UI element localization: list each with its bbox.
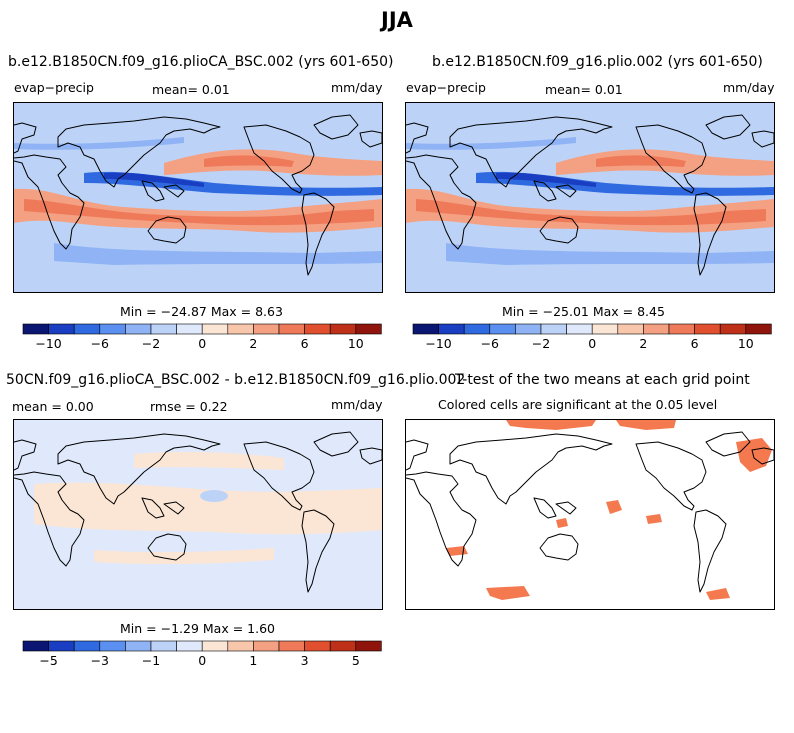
colorbar-box (566, 323, 593, 335)
panel-3-stats: Min = −1.29 Max = 1.60 (120, 621, 275, 636)
colorbar-tick-label: 10 (738, 336, 754, 351)
colorbar-tick-label: −6 (91, 336, 109, 351)
colorbar-box (515, 323, 542, 335)
colorbar-box (643, 323, 670, 335)
colorbar-box (227, 640, 254, 652)
colorbar-box (329, 323, 357, 335)
colorbar-tick-label: 1 (249, 653, 257, 668)
map-graphic (14, 103, 382, 292)
colorbar-tick-label: −6 (481, 336, 499, 351)
figure-title: JJA (381, 8, 413, 32)
colorbar-box (355, 640, 382, 652)
colorbar-tick-label: 6 (301, 336, 309, 351)
panel-4-subtitle: Colored cells are significant at the 0.0… (438, 397, 718, 412)
colorbar-tick-label: 6 (691, 336, 699, 351)
panel-3-title: 50CN.f09_g16.plioCA_BSC.002 - b.e12.B185… (6, 372, 466, 388)
colorbar-tick-label: 0 (198, 336, 206, 351)
colorbar-box (73, 640, 101, 652)
panel-2-colorbar: −10 −6 −2 0 2 6 10 (412, 323, 772, 356)
colorbar-box (150, 323, 177, 335)
colorbar-tick-label: −5 (39, 653, 57, 668)
colorbar-box (355, 323, 382, 335)
colorbar-box (125, 323, 152, 335)
panel-1-mean-label: mean= 0.01 (152, 82, 230, 97)
panel-2-variable-label: evap−precip (406, 80, 486, 95)
colorbar-box (304, 323, 331, 335)
colorbar-tick-label: −2 (142, 336, 160, 351)
panel-3-mean-label: mean = 0.00 (12, 399, 94, 414)
colorbar-box (22, 640, 49, 652)
colorbar-tick-label: 0 (588, 336, 596, 351)
panel-4-title: T-test of the two means at each grid poi… (455, 372, 750, 388)
colorbar-tick-label: −3 (91, 653, 109, 668)
map-graphic (406, 420, 774, 609)
colorbar-box (304, 640, 331, 652)
panel-1-variable-label: evap−precip (14, 80, 94, 95)
colorbar-graphic: −5 −3 −1 0 1 3 5 (22, 640, 382, 668)
panel-1-stats: Min = −24.87 Max = 8.63 (120, 304, 283, 319)
colorbar-graphic: −10 −6 −2 0 2 6 10 (22, 323, 382, 351)
colorbar-box (227, 323, 254, 335)
colorbar-box (253, 323, 280, 335)
colorbar-box (73, 323, 101, 335)
colorbar-box (150, 640, 177, 652)
panel-1-colorbar: −10 −6 −2 0 2 6 10 (22, 323, 382, 356)
colorbar-box (463, 323, 491, 335)
colorbar-tick-label: −10 (35, 336, 61, 351)
colorbar-box (745, 323, 772, 335)
colorbar-box (176, 640, 203, 652)
colorbar-box (540, 323, 567, 335)
panel-2-title: b.e12.B1850CN.f09_g16.plio.002 (yrs 601-… (432, 54, 763, 70)
colorbar-box (278, 323, 305, 335)
colorbar-box (617, 323, 644, 335)
panel-3-rmse-label: rmse = 0.22 (150, 399, 228, 414)
colorbar-box (668, 323, 695, 335)
colorbar-box (489, 323, 516, 335)
panel-1-units-label: mm/day (331, 80, 383, 95)
colorbar-box (719, 323, 747, 335)
panel-4-map (405, 419, 775, 610)
colorbar-box (253, 640, 280, 652)
colorbar-box (176, 323, 203, 335)
colorbar-tick-label: −10 (425, 336, 451, 351)
colorbar-box (22, 323, 49, 335)
colorbar-box (48, 640, 75, 652)
colorbar-box (412, 323, 439, 335)
map-graphic (14, 420, 382, 609)
colorbar-box (99, 323, 126, 335)
colorbar-box (99, 640, 126, 652)
colorbar-tick-label: 2 (249, 336, 257, 351)
colorbar-tick-label: −2 (532, 336, 550, 351)
colorbar-tick-label: 10 (348, 336, 364, 351)
colorbar-tick-label: 2 (639, 336, 647, 351)
panel-3-units-label: mm/day (331, 397, 383, 412)
panel-2-stats: Min = −25.01 Max = 8.45 (502, 304, 665, 319)
colorbar-box (201, 640, 229, 652)
colorbar-box (591, 323, 619, 335)
colorbar-box (694, 323, 721, 335)
panel-2-map (405, 102, 775, 293)
map-graphic (406, 103, 774, 292)
colorbar-graphic: −10 −6 −2 0 2 6 10 (412, 323, 772, 351)
colorbar-tick-label: 3 (301, 653, 309, 668)
colorbar-tick-label: 5 (352, 653, 360, 668)
panel-3-map (13, 419, 383, 610)
colorbar-box (201, 323, 229, 335)
panel-2-units-label: mm/day (723, 80, 775, 95)
panel-2-mean-label: mean= 0.01 (545, 82, 623, 97)
panel-1-map (13, 102, 383, 293)
colorbar-tick-label: 0 (198, 653, 206, 668)
panel-1-title: b.e12.B1850CN.f09_g16.plioCA_BSC.002 (yr… (8, 54, 394, 70)
panel-3-colorbar: −5 −3 −1 0 1 3 5 (22, 640, 382, 673)
colorbar-box (329, 640, 357, 652)
colorbar-box (438, 323, 465, 335)
colorbar-tick-label: −1 (142, 653, 160, 668)
colorbar-box (125, 640, 152, 652)
colorbar-box (48, 323, 75, 335)
colorbar-box (278, 640, 305, 652)
